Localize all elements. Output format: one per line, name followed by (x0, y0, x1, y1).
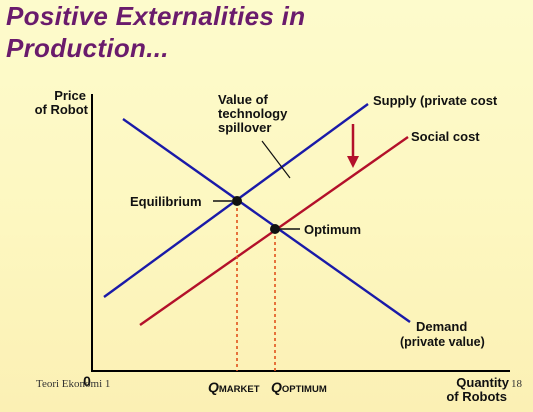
equilibrium-point (232, 196, 242, 206)
title-line-2: Production... (6, 33, 169, 63)
optimum-point (270, 224, 280, 234)
q-optimum-label: QOPTIMUM (271, 379, 327, 395)
q-market-label: QMARKET (208, 379, 260, 395)
x-axis-label-line2: of Robots (446, 389, 507, 404)
spillover-arrow-head (347, 156, 359, 168)
slide-title: Positive Externalities in Production... (6, 0, 305, 64)
supply-label: Supply (private cost (373, 93, 498, 108)
demand-curve (122, 118, 411, 323)
footer-page-number: 18 (511, 378, 523, 390)
q-market-main: Q (208, 379, 219, 395)
spillover-label-line1: Value of (218, 92, 269, 107)
y-axis-label-line2: of Robot (35, 102, 89, 117)
x-axis-label-line1: Quantity (456, 375, 509, 390)
y-axis-label-line1: Price (54, 88, 86, 103)
spillover-label-line3: spillover (218, 120, 271, 135)
spillover-label-line2: technology (218, 106, 288, 121)
footer-course-name: Teori Ekonomi 1 (36, 378, 110, 390)
spillover-pointer (261, 140, 291, 179)
q-market-sub: MARKET (219, 384, 260, 395)
q-optimum-main: Q (271, 379, 282, 395)
origin-label: 0 (83, 373, 91, 389)
demand-label-line1: Demand (416, 319, 467, 334)
equilibrium-label: Equilibrium (130, 194, 202, 209)
optimum-label: Optimum (304, 222, 361, 237)
demand-label-line2: (private value) (400, 335, 485, 349)
title-line-1: Positive Externalities in (6, 1, 306, 31)
q-optimum-sub: OPTIMUM (282, 384, 327, 395)
social-cost-label: Social cost (411, 129, 480, 144)
